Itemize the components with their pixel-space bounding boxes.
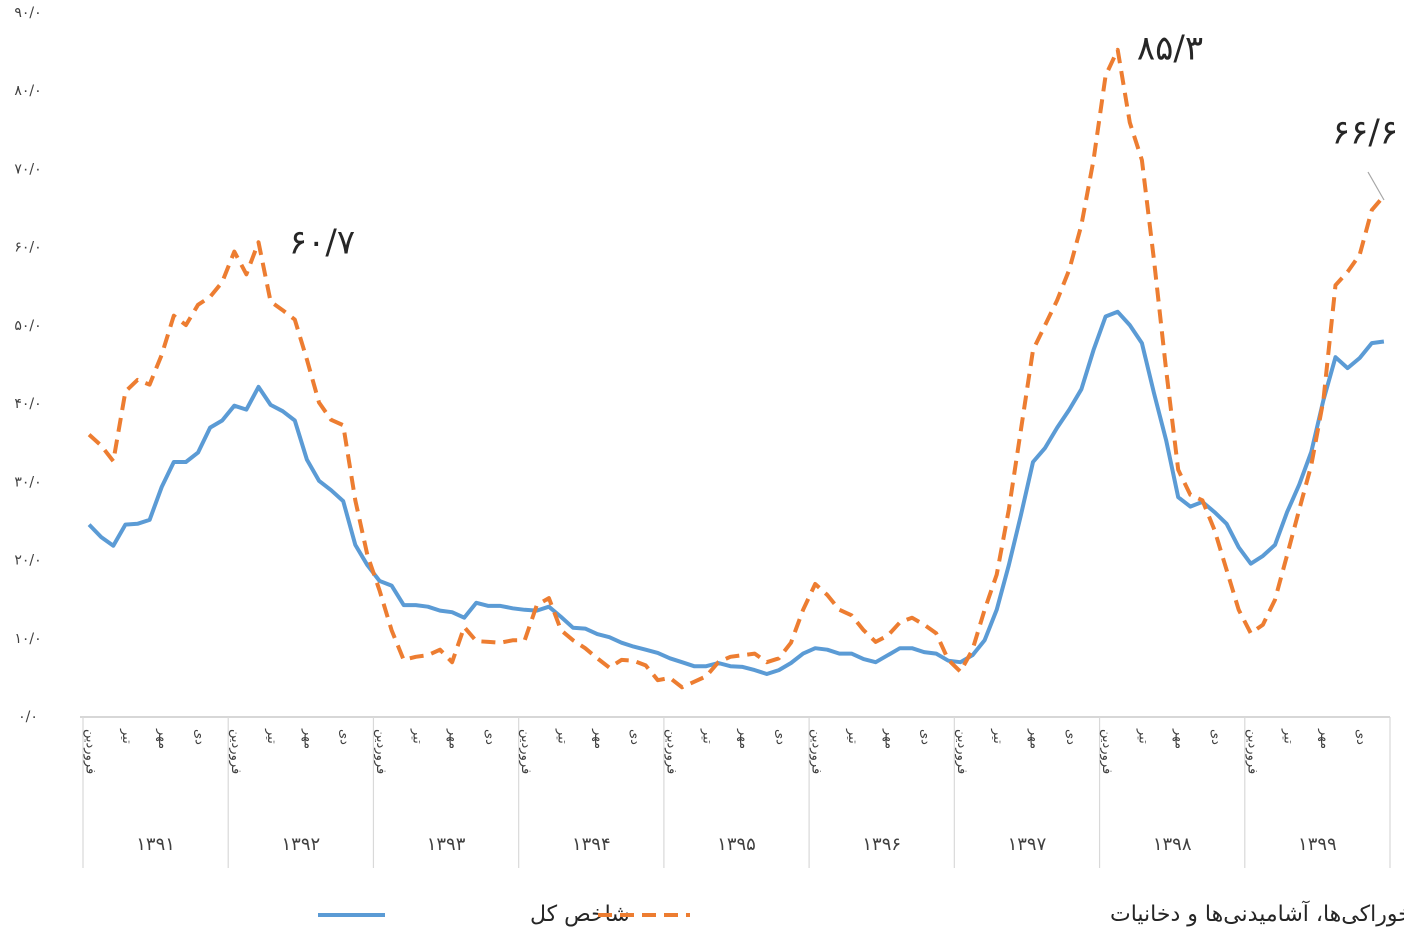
month-label: دی <box>337 729 352 745</box>
month-label: مهر <box>446 728 461 749</box>
month-label: مهر <box>1172 728 1187 749</box>
series-line <box>87 47 1386 690</box>
month-label: دی <box>1063 729 1078 745</box>
month-label: تیر <box>264 728 279 744</box>
month-label: مهر <box>881 728 896 749</box>
month-label: مهر <box>1026 728 1041 749</box>
month-label: تیر <box>845 728 860 744</box>
month-label: تیر <box>700 728 715 744</box>
y-tick-label: ۰/۰ <box>18 709 38 725</box>
month-label: فروردین <box>518 729 533 774</box>
year-label: ۱۳۹۷ <box>1008 834 1047 855</box>
month-label: تیر <box>1281 728 1296 744</box>
year-label: ۱۳۹۵ <box>717 834 756 855</box>
year-label: ۱۳۹۳ <box>427 834 466 855</box>
annotation: ۶۶/۶ <box>1332 113 1398 153</box>
y-tick-label: ۷۰/۰ <box>14 161 41 177</box>
month-label: مهر <box>1317 728 1332 749</box>
month-label: تیر <box>555 728 570 744</box>
year-label: ۱۳۹۶ <box>862 834 901 855</box>
month-label: دی <box>918 729 933 745</box>
month-label: تیر <box>1135 728 1150 744</box>
month-label: دی <box>482 729 497 745</box>
month-label: تیر <box>409 728 424 744</box>
month-label: فروردین <box>1244 729 1259 774</box>
legend-label: شاخص کل <box>530 902 630 927</box>
month-label: مهر <box>591 728 606 749</box>
y-tick-label: ۴۰/۰ <box>14 396 41 412</box>
month-label: دی <box>627 729 642 745</box>
month-label: فروردین <box>954 729 969 774</box>
annotation-leader <box>1367 171 1385 201</box>
series-line <box>87 309 1385 676</box>
annotation: ۶۰/۷ <box>289 223 355 263</box>
month-label: مهر <box>736 728 751 749</box>
y-tick-label: ۳۰/۰ <box>14 474 41 490</box>
y-tick-label: ۱۰/۰ <box>14 631 41 647</box>
y-tick-label: ۹۰/۰ <box>14 5 41 21</box>
month-label: مهر <box>155 728 170 749</box>
month-label: دی <box>1353 729 1368 745</box>
year-label: ۱۳۹۸ <box>1153 834 1192 855</box>
y-tick-label: ۸۰/۰ <box>14 83 41 99</box>
month-label: دی <box>1208 729 1223 745</box>
month-label: فروردین <box>809 729 824 774</box>
month-label: مهر <box>300 728 315 749</box>
year-label: ۱۳۹۲ <box>281 834 320 855</box>
month-label: تیر <box>990 728 1005 744</box>
month-label: تیر <box>119 728 134 744</box>
year-label: ۱۳۹۴ <box>572 834 611 855</box>
month-label: فروردین <box>83 729 98 774</box>
month-label: دی <box>772 729 787 745</box>
month-label: فروردین <box>1099 729 1114 774</box>
year-label: ۱۳۹۱ <box>136 834 175 855</box>
legend-label: خوراکی‌ها، آشامیدنی‌ها و دخانیات <box>1110 900 1404 927</box>
y-tick-label: ۶۰/۰ <box>14 240 41 256</box>
month-label: دی <box>191 729 206 745</box>
month-label: فروردین <box>228 729 243 774</box>
year-label: ۱۳۹۹ <box>1298 834 1337 855</box>
month-label: فروردین <box>373 729 388 774</box>
y-tick-label: ۲۰/۰ <box>14 553 41 569</box>
y-tick-label: ۵۰/۰ <box>14 318 41 334</box>
annotation: ۸۵/۳ <box>1137 29 1203 69</box>
month-label: فروردین <box>663 729 678 774</box>
